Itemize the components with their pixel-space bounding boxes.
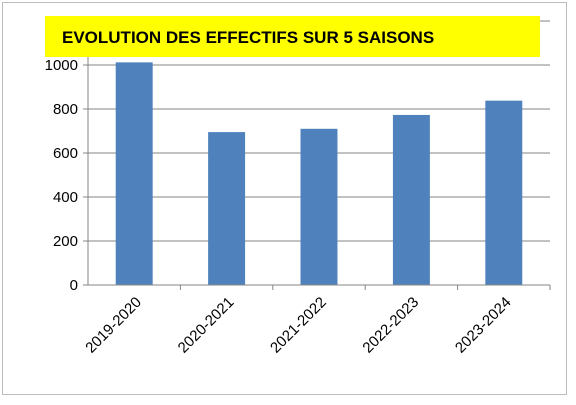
bar bbox=[392, 114, 430, 285]
bar bbox=[300, 128, 338, 285]
y-tick-label: 400 bbox=[53, 189, 78, 206]
chart-frame bbox=[2, 2, 567, 395]
bar bbox=[485, 100, 523, 285]
y-tick-label: 1000 bbox=[45, 57, 78, 74]
y-tick-label: 800 bbox=[53, 101, 78, 118]
chart-title: EVOLUTION DES EFFECTIFS SUR 5 SAISONS bbox=[62, 28, 434, 47]
y-tick-label: 0 bbox=[70, 277, 78, 294]
y-tick-label: 200 bbox=[53, 233, 78, 250]
bar bbox=[208, 132, 246, 285]
title-box bbox=[45, 16, 540, 57]
bar bbox=[115, 62, 153, 285]
y-tick-label: 600 bbox=[53, 145, 78, 162]
